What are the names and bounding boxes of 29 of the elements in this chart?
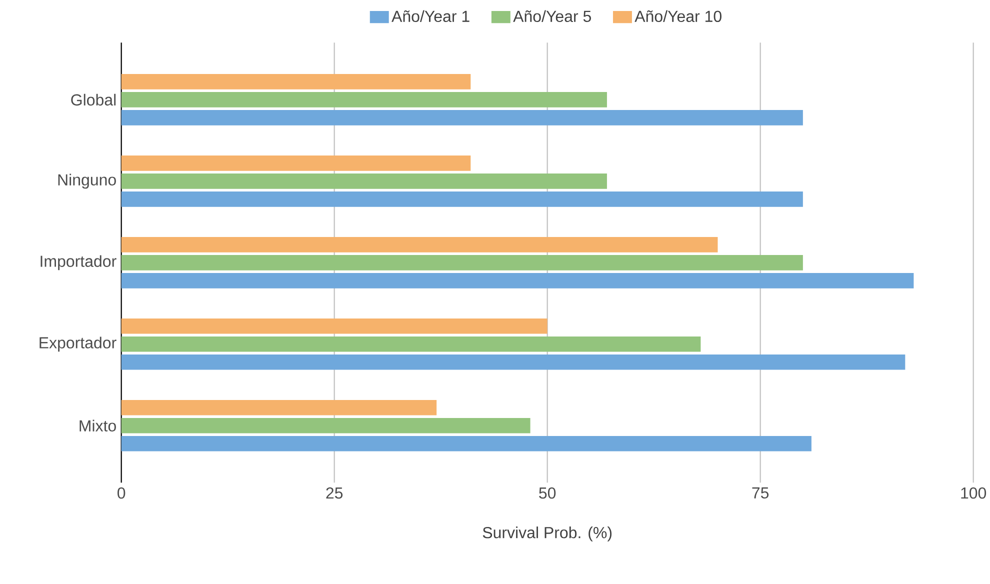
bar [121,156,471,171]
y-tick-label: Global [71,94,116,106]
bar [121,174,607,189]
x-tick-label: 25 [326,487,343,499]
legend-label: Año/Year 5 [513,10,591,22]
y-tick-label: Ninguno [58,174,116,189]
bar [121,74,471,90]
bar [121,318,548,334]
bar [121,418,530,434]
bar [121,400,437,416]
legend-label: Año/Year 1 [392,10,470,22]
bar [121,110,803,126]
y-tick-label: Importador [40,255,116,270]
y-tick-label: Exportador [40,336,116,352]
bar [121,436,812,452]
bar [121,236,718,252]
x-tick-label: 100 [961,487,986,499]
y-tick-label: Mixto [80,420,116,432]
x-tick-label: 50 [539,487,556,499]
bar [121,273,914,288]
x-axis-title: Survival Prob. (%) [482,526,612,542]
bar [121,336,701,352]
bar [121,254,803,270]
x-tick-label: 75 [752,487,769,499]
legend-label: Año/Year 10 [634,10,722,22]
bar [121,354,906,370]
x-tick-label: 0 [118,487,126,499]
bar [121,92,607,108]
bar [121,192,803,207]
